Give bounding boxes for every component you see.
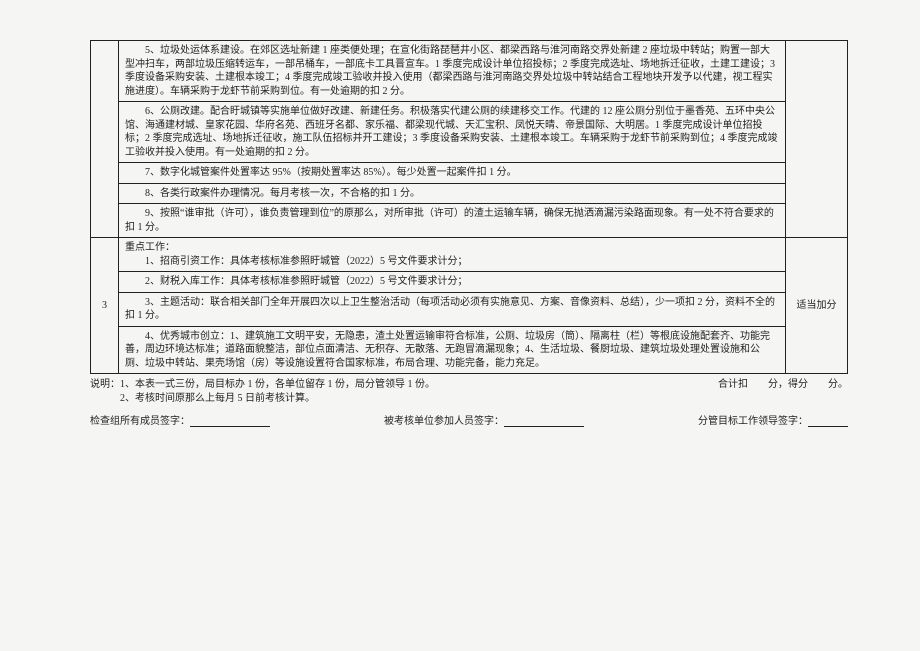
table-row: 7、数字化城管案件处置率达 95%（按期处置率达 85%）。每少处置一起案件扣 … [91, 163, 848, 184]
table-row: 8、各类行政案件办理情况。每月考核一次，不合格的扣 1 分。 [91, 183, 848, 204]
bonus-label: 适当加分 [786, 238, 848, 374]
table-row: 9、按照“谁审批（许可），谁负责管理到位”的原那么，对所审批（许可）的渣土运输车… [91, 204, 848, 238]
keypoint-2: 2、财税入库工作：具体考核标准参照盱城管（2022）5 号文件要求计分； [125, 275, 779, 289]
note-2: 2、考核时间原那么上每月 5 日前考核计算。 [90, 392, 848, 406]
table-row: 3、主题活动：联合相关部门全年开展四次以上卫生整治活动（每项活动必须有实施意见、… [91, 292, 848, 326]
item-6: 6、公厕改建。配合盱城镇等实施单位做好改建、新建任务。积极落实代建公厕的续建移交… [125, 105, 779, 159]
sign-unit: 被考核单位参加人员签字： [384, 412, 584, 427]
item-8: 8、各类行政案件办理情况。每月考核一次，不合格的扣 1 分。 [125, 187, 779, 201]
notes-block: 说明：1、本表一式三份，局目标办 1 份，各单位留存 1 份，局分管领导 1 份… [90, 378, 848, 406]
row-number-blank [91, 41, 119, 238]
keypoint-title: 重点工作： [125, 242, 175, 253]
item-5: 5、垃圾处运体系建设。在郊区选址新建 1 座类便处理；在宣化街路琵琶井小区、都梁… [125, 44, 779, 98]
sign-inspectors: 检查组所有成员签字： [90, 412, 270, 427]
item-7: 7、数字化城管案件处置率达 95%（按期处置率达 85%）。每少处置一起案件扣 … [125, 166, 779, 180]
score-summary: 合计扣 分，得分 分。 [718, 378, 848, 392]
assessment-table: 5、垃圾处运体系建设。在郊区选址新建 1 座类便处理；在宣化街路琵琶井小区、都梁… [90, 40, 848, 374]
keypoint-3: 3、主题活动：联合相关部门全年开展四次以上卫生整治活动（每项活动必须有实施意见、… [125, 296, 779, 323]
keypoint-1: 1、招商引资工作：具体考核标准参照盱城管（2022）5 号文件要求计分； [125, 255, 779, 269]
table-row: 2、财税入库工作：具体考核标准参照盱城管（2022）5 号文件要求计分； [91, 272, 848, 293]
score-cell-blank [786, 41, 848, 238]
row-number-3: 3 [91, 238, 119, 374]
note-1: 说明：1、本表一式三份，局目标办 1 份，各单位留存 1 份，局分管领导 1 份… [90, 378, 435, 392]
table-row: 4、优秀城市创立：1、建筑施工文明平安，无隐患，渣土处置运输审符合标准，公厕、垃… [91, 326, 848, 374]
sign-leader: 分管目标工作领导签字： [698, 412, 848, 427]
table-row: 3 重点工作： 1、招商引资工作：具体考核标准参照盱城管（2022）5 号文件要… [91, 238, 848, 272]
table-row: 6、公厕改建。配合盱城镇等实施单位做好改建、新建任务。积极落实代建公厕的续建移交… [91, 102, 848, 163]
signature-line: 检查组所有成员签字： 被考核单位参加人员签字： 分管目标工作领导签字： [90, 412, 848, 427]
keypoint-4: 4、优秀城市创立：1、建筑施工文明平安，无隐患，渣土处置运输审符合标准，公厕、垃… [125, 330, 779, 371]
document-page: 5、垃圾处运体系建设。在郊区选址新建 1 座类便处理；在宣化街路琵琶井小区、都梁… [0, 0, 920, 651]
item-9: 9、按照“谁审批（许可），谁负责管理到位”的原那么，对所审批（许可）的渣土运输车… [125, 207, 779, 234]
table-row: 5、垃圾处运体系建设。在郊区选址新建 1 座类便处理；在宣化街路琵琶井小区、都梁… [91, 41, 848, 102]
